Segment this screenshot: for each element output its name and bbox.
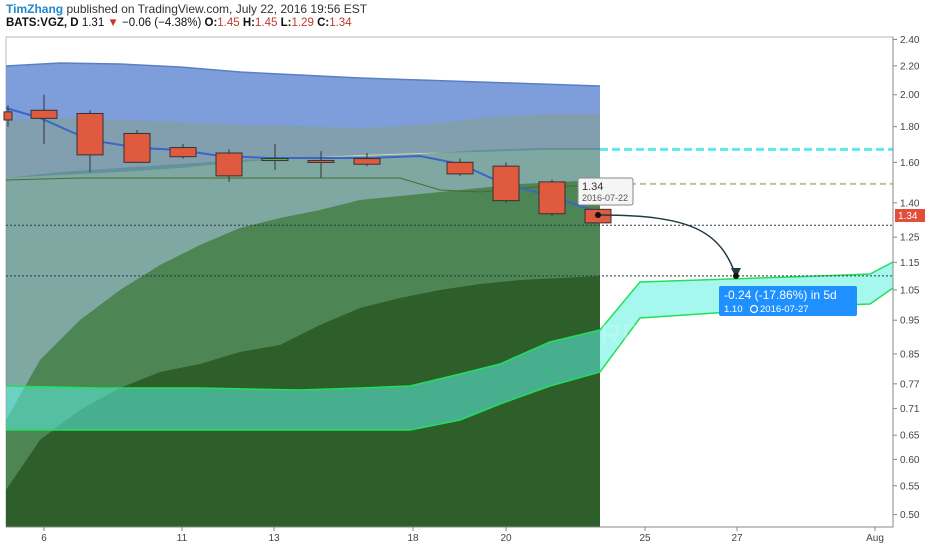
candle-body xyxy=(3,111,13,121)
y-tick-label: 1.40 xyxy=(900,198,920,209)
x-tick-label: 13 xyxy=(268,533,280,544)
y-tick-label: 2.00 xyxy=(900,90,920,101)
projection-date: 2016-07-27 xyxy=(760,304,809,315)
open-value: 1.45 xyxy=(217,17,240,29)
y-tick-label: 1.80 xyxy=(900,122,920,133)
y-tick-label: 2.20 xyxy=(900,61,920,72)
low-value: 1.29 xyxy=(291,17,314,29)
symbol-bar: BATS:VGZ, D 1.31 ▼ −0.06 (−4.38%) O:1.45… xyxy=(6,17,352,29)
y-tick-label: 0.85 xyxy=(900,349,920,360)
x-tick-label: 6 xyxy=(41,533,47,544)
projection-arrow[interactable] xyxy=(595,212,741,279)
y-tick-label: 2.40 xyxy=(900,35,920,46)
x-axis-ticks: 6 11 13 18 20 25 27 Aug xyxy=(41,527,884,544)
x-tick-label: Aug xyxy=(866,533,884,544)
close-value: 1.34 xyxy=(329,17,352,29)
author-link[interactable]: TimZhang xyxy=(6,2,64,16)
low-label: L: xyxy=(280,17,292,29)
y-tick-label: 0.71 xyxy=(900,404,920,415)
candle-body xyxy=(123,132,151,163)
projection-target: 1.10 xyxy=(724,304,743,315)
x-tick-label: 27 xyxy=(731,533,743,544)
candle-body xyxy=(353,158,381,165)
y-tick-label: 0.50 xyxy=(900,510,920,521)
reference-lines xyxy=(6,147,893,277)
y-tick-label: 1.25 xyxy=(900,233,920,244)
candle-body xyxy=(76,112,104,156)
x-tick-label: 20 xyxy=(500,533,512,544)
candle-body xyxy=(492,165,520,202)
symbol-name[interactable]: BATS:VGZ, D xyxy=(6,17,79,29)
candle-body xyxy=(215,152,243,177)
chart-header: TimZhang published on TradingView.com, J… xyxy=(0,0,932,36)
candle-body xyxy=(169,147,197,158)
y-tick-label: 0.77 xyxy=(900,379,920,390)
y-tick-label: 1.60 xyxy=(900,158,920,169)
high-value: 1.45 xyxy=(255,17,278,29)
entry-price: 1.34 xyxy=(582,181,603,193)
candle-body xyxy=(261,158,289,162)
x-tick-label: 25 xyxy=(639,533,651,544)
y-axis-ticks: 2.40 2.20 2.00 1.80 1.60 1.40 1.25 1.15 1.05 0.95… xyxy=(893,35,920,521)
y-tick-label: 0.60 xyxy=(900,455,920,466)
close-label: C: xyxy=(317,17,330,29)
candle-body xyxy=(446,161,474,175)
last-price-marker: 1.34 xyxy=(895,209,925,222)
last-price: 1.31 xyxy=(81,17,105,29)
y-tick-label: 0.55 xyxy=(900,481,920,492)
open-label: O: xyxy=(204,17,218,29)
candle-body xyxy=(538,181,566,215)
y-tick-label: 1.05 xyxy=(900,285,920,296)
x-tick-label: 18 xyxy=(407,533,419,544)
last-price-label: 1.34 xyxy=(898,211,918,222)
down-arrow-icon: ▼ xyxy=(107,17,119,29)
y-tick-label: 0.95 xyxy=(900,316,920,327)
projection-change: -0.24 (-17.86%) in 5d xyxy=(724,288,837,302)
y-tick-label: 0.65 xyxy=(900,431,920,442)
clock-icon xyxy=(749,304,759,314)
projection-callout[interactable]: -0.24 (-17.86%) in 5d 1.10 2016-07-27 xyxy=(719,286,857,316)
indicator-bands xyxy=(5,62,601,527)
candle-body xyxy=(30,109,58,119)
x-tick-label: 11 xyxy=(177,533,188,544)
publisher-line: TimZhang published on TradingView.com, J… xyxy=(6,2,367,16)
price-change: −0.06 (−4.38%) xyxy=(122,17,202,29)
candle-body xyxy=(307,159,335,163)
entry-tooltip[interactable]: 1.34 2016-07-22 xyxy=(577,177,634,206)
entry-date: 2016-07-22 xyxy=(582,193,628,203)
high-label: H: xyxy=(242,17,256,29)
published-text: published on TradingView.com, July 22, 2… xyxy=(66,2,368,16)
y-tick-label: 1.15 xyxy=(900,258,920,269)
watermark: RP xyxy=(600,319,642,352)
